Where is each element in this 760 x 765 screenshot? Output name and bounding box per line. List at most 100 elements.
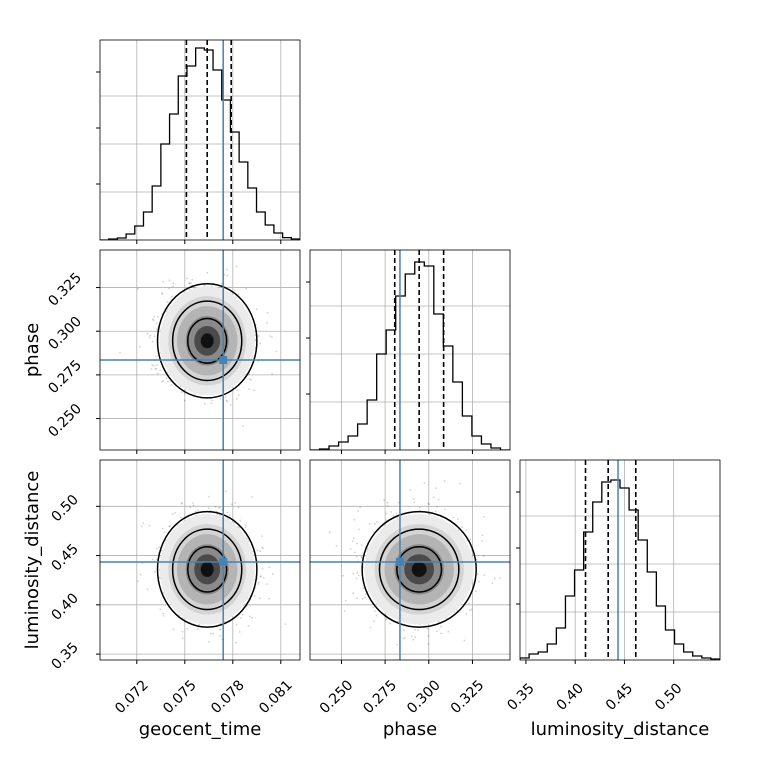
sample-point xyxy=(343,610,346,612)
sample-point xyxy=(386,504,389,507)
sample-point xyxy=(402,629,405,632)
sample-point xyxy=(181,617,184,619)
sample-point xyxy=(361,556,363,559)
sample-point xyxy=(361,598,364,600)
sample-point xyxy=(165,377,168,380)
sample-point xyxy=(386,501,389,504)
x-tick-label: 0.275 xyxy=(360,677,400,717)
sample-point xyxy=(247,625,250,627)
density-level-5 xyxy=(200,561,214,577)
sample-point xyxy=(427,643,430,645)
sample-point xyxy=(195,244,197,246)
sample-point xyxy=(271,336,273,339)
sample-point xyxy=(170,384,173,386)
sample-point xyxy=(163,531,166,534)
sample-point xyxy=(372,606,374,609)
x-tick-label: 0.078 xyxy=(208,677,248,717)
y-tick-label: 0.45 xyxy=(48,541,81,574)
density-level-5 xyxy=(411,561,427,577)
sample-point xyxy=(248,388,250,390)
sample-point xyxy=(349,548,352,550)
density-level-5 xyxy=(200,333,214,349)
sample-point xyxy=(180,502,183,505)
sample-point xyxy=(168,287,171,290)
sample-point xyxy=(412,498,415,500)
sample-point xyxy=(237,394,240,396)
sample-point xyxy=(423,482,426,485)
sample-point xyxy=(235,265,238,268)
sample-point xyxy=(192,504,195,507)
sample-point xyxy=(186,628,189,630)
sample-point xyxy=(188,282,191,285)
sample-point xyxy=(180,516,182,519)
sample-point xyxy=(234,502,237,504)
sample-point xyxy=(197,509,199,512)
sample-point xyxy=(237,293,240,296)
sample-point xyxy=(155,364,158,367)
panel-frame xyxy=(309,249,511,451)
sample-point xyxy=(159,608,162,611)
sample-point xyxy=(412,638,415,641)
sample-point xyxy=(436,630,438,633)
sample-point xyxy=(218,514,221,517)
sample-point xyxy=(433,496,435,499)
sample-point xyxy=(368,523,371,525)
sample-point xyxy=(493,577,496,580)
sample-point xyxy=(160,549,163,552)
sample-point xyxy=(158,546,161,549)
sample-point xyxy=(171,295,173,298)
sample-point xyxy=(234,289,236,292)
sample-point xyxy=(397,620,399,623)
sample-point xyxy=(206,271,209,274)
sample-point xyxy=(481,540,483,542)
sample-point xyxy=(249,615,251,618)
sample-point xyxy=(161,292,164,294)
sample-point xyxy=(148,524,151,527)
sample-point xyxy=(328,531,331,534)
sample-point xyxy=(224,396,227,399)
sample-point xyxy=(242,425,244,427)
sample-point xyxy=(234,641,237,644)
sample-point xyxy=(225,399,228,402)
sample-point xyxy=(335,544,338,547)
sample-point xyxy=(268,597,271,600)
sample-point xyxy=(258,597,261,600)
sample-point xyxy=(366,547,369,550)
contour-1 xyxy=(171,300,243,382)
sample-point xyxy=(172,282,175,285)
sample-point xyxy=(155,322,158,325)
sample-point xyxy=(356,597,358,600)
sample-point xyxy=(237,389,239,391)
sample-point xyxy=(210,402,213,404)
sample-point xyxy=(404,636,406,639)
sample-point xyxy=(275,350,278,353)
sample-point xyxy=(363,596,366,599)
sample-point xyxy=(266,583,268,585)
sample-point xyxy=(428,513,431,516)
sample-point xyxy=(248,378,251,380)
x-tick-label: 0.072 xyxy=(112,677,152,717)
sample-point xyxy=(244,526,247,529)
sample-point xyxy=(181,637,184,640)
sample-point xyxy=(174,512,176,514)
histogram-luminosity_distance xyxy=(520,479,720,660)
sample-point xyxy=(271,573,274,575)
sample-point xyxy=(261,546,263,549)
sample-point xyxy=(437,498,440,501)
sample-point xyxy=(266,321,268,324)
sample-point xyxy=(259,575,262,578)
sample-point xyxy=(257,583,260,585)
sample-point xyxy=(271,373,273,375)
sample-point xyxy=(392,514,395,517)
sample-point xyxy=(219,397,222,400)
sample-point xyxy=(161,527,164,530)
x-tick-label: 0.45 xyxy=(603,680,636,713)
sample-point xyxy=(268,566,271,569)
y-tick-label: 0.35 xyxy=(48,640,81,673)
sample-point xyxy=(152,318,154,321)
sample-point xyxy=(475,590,477,592)
sample-point xyxy=(162,379,164,382)
sample-point xyxy=(417,629,419,632)
y-tick-label: 0.275 xyxy=(45,357,85,397)
sample-point xyxy=(469,609,471,612)
